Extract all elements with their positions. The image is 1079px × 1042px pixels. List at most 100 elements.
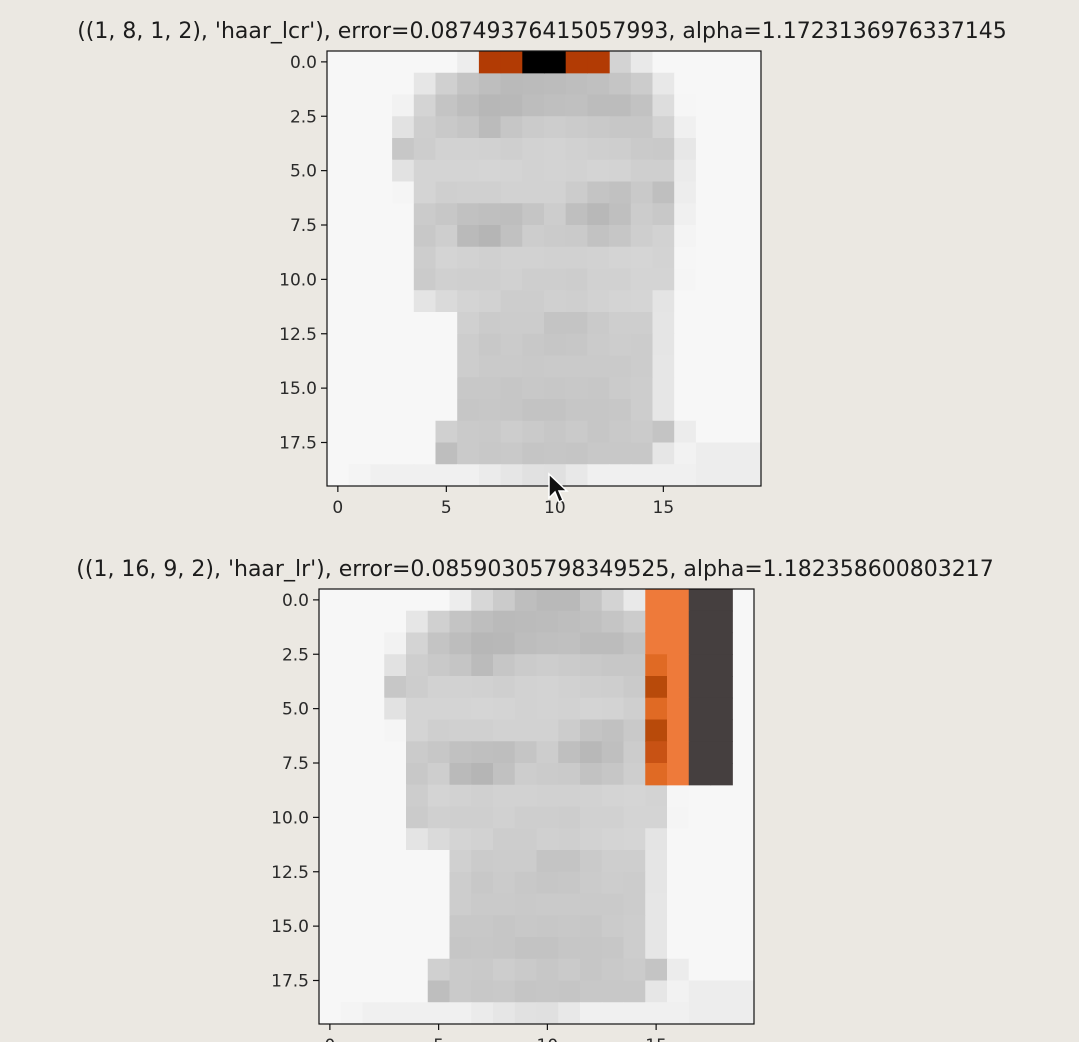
heatmap-cell bbox=[319, 697, 342, 721]
heatmap-cell bbox=[427, 763, 451, 786]
heatmap-cell bbox=[652, 464, 675, 487]
heatmap-cell bbox=[478, 203, 502, 226]
heatmap-cell bbox=[601, 697, 625, 721]
heatmap-cell bbox=[319, 806, 342, 829]
heatmap-cell bbox=[717, 355, 740, 378]
heatmap-cell bbox=[558, 806, 581, 829]
heatmap-cell bbox=[435, 116, 458, 139]
heatmap-cell bbox=[623, 654, 646, 677]
y-tick-label: 5.0 bbox=[282, 700, 309, 720]
heatmap-cell bbox=[478, 246, 502, 270]
heatmap-cell bbox=[392, 246, 415, 270]
heatmap-cell bbox=[695, 72, 719, 96]
heatmap-cell bbox=[435, 420, 458, 444]
heatmap-cell bbox=[580, 719, 603, 742]
heatmap-cell bbox=[384, 871, 407, 895]
heatmap-cell bbox=[710, 980, 733, 1003]
heatmap-cell bbox=[427, 1002, 451, 1025]
heatmap-cell bbox=[630, 420, 654, 444]
heatmap-cell bbox=[587, 116, 610, 139]
heatmap-cell bbox=[500, 246, 523, 270]
overlay-cell bbox=[478, 51, 502, 74]
heatmap-cell bbox=[457, 181, 480, 204]
heatmap-cell bbox=[717, 225, 740, 248]
panel-2: ((1, 16, 9, 2), 'haar_lr'), error=0.0859… bbox=[76, 557, 993, 1042]
heatmap-cell bbox=[493, 654, 516, 677]
heatmap-cell bbox=[392, 72, 415, 96]
heatmap-cell bbox=[493, 915, 516, 938]
heatmap-cell bbox=[427, 632, 451, 655]
heatmap-cell bbox=[327, 159, 350, 183]
heatmap-cell bbox=[630, 94, 654, 117]
heatmap-cell bbox=[522, 290, 545, 313]
heatmap-cell bbox=[623, 589, 646, 612]
heatmap-cell bbox=[623, 871, 646, 895]
heatmap-cell bbox=[384, 806, 407, 829]
heatmap-cell bbox=[674, 464, 697, 487]
heatmap-cell bbox=[370, 442, 393, 465]
heatmap-cell bbox=[609, 333, 632, 357]
panel-1-x-axis: 0 5 10 15 bbox=[332, 486, 674, 518]
heatmap-cell bbox=[427, 741, 451, 764]
heatmap-cell bbox=[695, 138, 719, 161]
heatmap-cell bbox=[514, 741, 538, 764]
heatmap-cell bbox=[435, 290, 458, 313]
heatmap-cell bbox=[565, 94, 588, 117]
heatmap-cell bbox=[478, 355, 502, 378]
heatmap-cell bbox=[413, 290, 437, 313]
heatmap-cell bbox=[536, 980, 559, 1003]
heatmap-cell bbox=[514, 697, 538, 721]
heatmap-cell bbox=[587, 94, 610, 117]
heatmap-cell bbox=[645, 1002, 668, 1025]
overlay-cell bbox=[710, 676, 733, 699]
heatmap-cell bbox=[717, 181, 740, 204]
heatmap-cell bbox=[717, 203, 740, 226]
heatmap-cell bbox=[544, 442, 567, 465]
heatmap-cell bbox=[739, 464, 762, 487]
heatmap-cell bbox=[370, 225, 393, 248]
heatmap-cell bbox=[362, 828, 385, 851]
heatmap-cell bbox=[536, 850, 559, 873]
heatmap-cell bbox=[370, 246, 393, 270]
heatmap-cell bbox=[630, 377, 654, 400]
heatmap-cell bbox=[544, 225, 567, 248]
overlay-cell bbox=[667, 719, 690, 742]
heatmap-cell bbox=[319, 784, 342, 808]
heatmap-cell bbox=[739, 138, 762, 161]
heatmap-cell bbox=[384, 850, 407, 873]
heatmap-cell bbox=[623, 915, 646, 938]
overlay-cell bbox=[667, 589, 690, 612]
heatmap-cell bbox=[580, 937, 603, 960]
heatmap-cell bbox=[413, 377, 437, 400]
heatmap-cell bbox=[623, 697, 646, 721]
heatmap-cell bbox=[609, 377, 632, 400]
heatmap-cell bbox=[340, 676, 364, 699]
heatmap-cell bbox=[348, 377, 371, 400]
heatmap-cell bbox=[630, 159, 654, 183]
heatmap-cell bbox=[340, 937, 364, 960]
heatmap-cell bbox=[587, 355, 610, 378]
heatmap-cell bbox=[370, 94, 393, 117]
heatmap-cell bbox=[732, 784, 755, 808]
overlay-cell bbox=[645, 676, 668, 699]
heatmap-cell bbox=[319, 719, 342, 742]
heatmap-cell bbox=[319, 850, 342, 873]
heatmap-cell bbox=[457, 138, 480, 161]
heatmap-cell bbox=[652, 203, 675, 226]
heatmap-cell bbox=[362, 632, 385, 655]
heatmap-cell bbox=[348, 225, 371, 248]
heatmap-cell bbox=[536, 610, 559, 634]
heatmap-cell bbox=[493, 719, 516, 742]
y-tick-label: 17.5 bbox=[271, 972, 309, 992]
heatmap-cell bbox=[558, 980, 581, 1003]
heatmap-cell bbox=[674, 312, 697, 335]
heatmap-cell bbox=[457, 246, 480, 270]
heatmap-cell bbox=[514, 806, 538, 829]
heatmap-cell bbox=[695, 290, 719, 313]
heatmap-cell bbox=[340, 697, 364, 721]
heatmap-cell bbox=[536, 937, 559, 960]
heatmap-cell bbox=[695, 377, 719, 400]
heatmap-cell bbox=[652, 181, 675, 204]
heatmap-cell bbox=[493, 784, 516, 808]
heatmap-cell bbox=[471, 719, 494, 742]
